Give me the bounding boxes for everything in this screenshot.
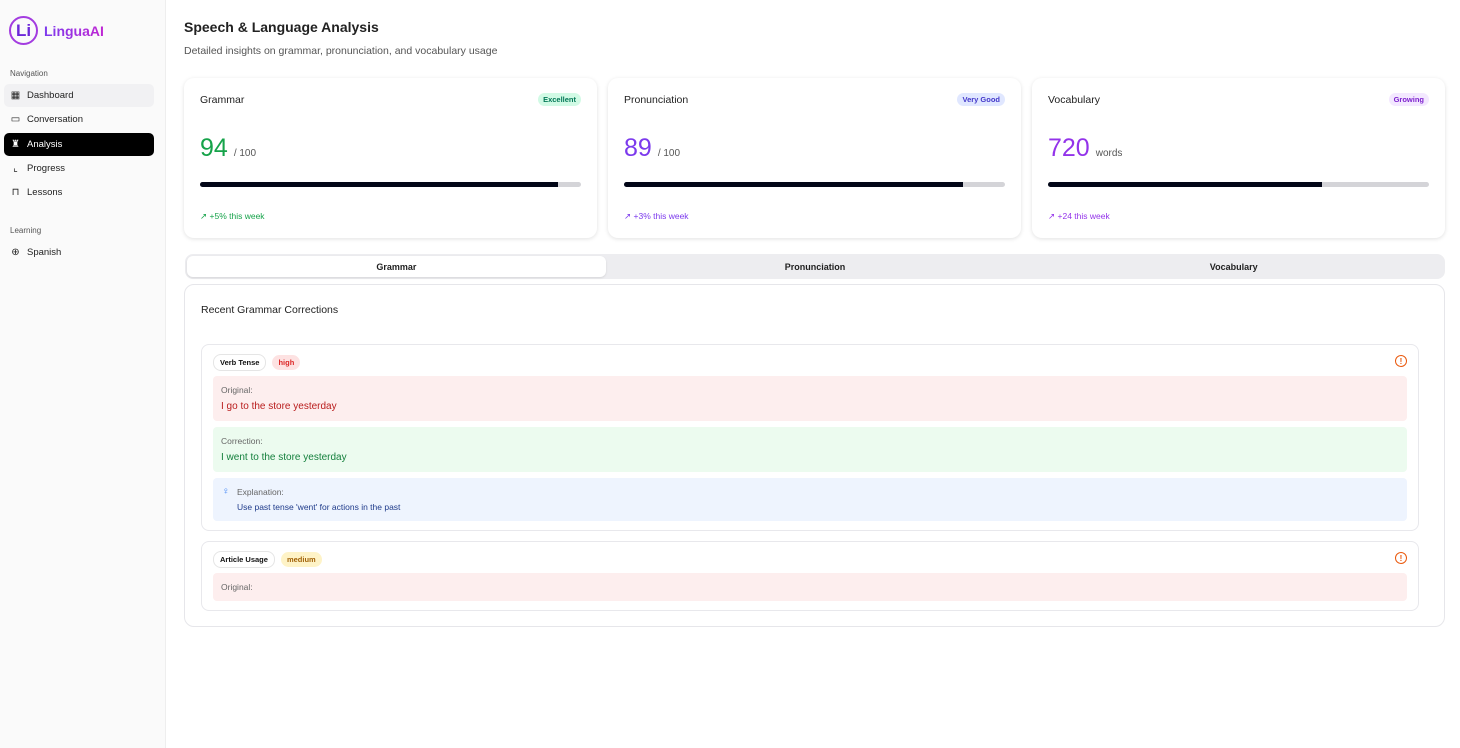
tab-grammar[interactable]: Grammar — [187, 256, 606, 277]
grammar-card: Grammar Excellent 94 / 100 ↗ +5% this wee… — [184, 78, 597, 238]
correction-text: I went to the store yesterday — [221, 452, 347, 463]
rating-badge: Very Good — [957, 93, 1005, 106]
sidebar-item-conversation[interactable]: ▭ Conversation — [4, 108, 154, 131]
trend: ↗ +24 this week — [1048, 211, 1110, 222]
label: Progress — [27, 163, 66, 174]
score: 94 / 100 — [200, 134, 256, 163]
pronunciation-card: Pronunciation Very Good 89 / 100 ↗ +3% th… — [608, 78, 1021, 238]
vocabulary-card: Vocabulary Growing 720 words ↗ +24 this w… — [1032, 78, 1445, 238]
explanation-label: Explanation: — [237, 487, 284, 497]
progress-fill — [1048, 182, 1323, 187]
correction-item: Verb Tense high ! Original: I go to the … — [201, 344, 1419, 531]
tab-pronunciation[interactable]: Pronunciation — [784, 261, 846, 272]
label: Dashboard — [27, 90, 74, 101]
rating-badge: Growing — [1388, 93, 1429, 106]
error-type-tag: Verb Tense — [213, 353, 267, 371]
score: 89 / 100 — [624, 134, 680, 163]
grammar-corrections-panel: Recent Grammar Corrections Verb Tense hi… — [184, 284, 1445, 627]
alert-icon: ! — [1395, 552, 1407, 564]
nav-heading: Navigation — [10, 69, 48, 78]
correction-box: Correction: I went to the store yesterda… — [213, 427, 1407, 472]
label: Spanish — [27, 247, 62, 258]
sidebar-item-progress[interactable]: ⌞ Progress — [4, 157, 154, 180]
trend-text: +5% this week — [209, 211, 265, 221]
brand-name: LinguaAI — [44, 22, 104, 39]
score-value: 720 — [1048, 134, 1090, 162]
trend-text: +24 this week — [1057, 211, 1110, 221]
sidebar: Li LinguaAI Navigation ▦ Dashboard ▭ Conve… — [0, 0, 166, 748]
progress-bar — [624, 182, 1005, 187]
original-text: I go to the store yesterday — [221, 401, 337, 412]
original-label: Original: — [221, 385, 253, 395]
severity-badge: medium — [280, 551, 322, 567]
analysis-tabs: Grammar Pronunciation Vocabulary — [185, 254, 1445, 279]
progress-bar — [1048, 182, 1429, 187]
logo-mark: Li — [9, 16, 38, 45]
score-unit: / 100 — [657, 148, 681, 159]
severity-badge: high — [272, 354, 301, 370]
explanation-box: ♀ Explanation: Use past tense 'went' for… — [213, 478, 1407, 521]
trophy-icon: ♜ — [11, 139, 20, 150]
globe-icon: ⊕ — [11, 247, 20, 258]
progress-fill — [624, 182, 964, 187]
trending-up-icon: ↗ — [624, 211, 632, 221]
original-box: Original: — [213, 573, 1407, 601]
trend-text: +3% this week — [633, 211, 689, 221]
learning-heading: Learning — [10, 226, 42, 235]
lightbulb-icon: ♀ — [222, 486, 230, 497]
sidebar-item-lessons[interactable]: ⊓ Lessons — [4, 181, 154, 204]
card-title: Pronunciation — [624, 94, 689, 106]
trending-up-icon: ↗ — [1048, 211, 1056, 221]
message-icon: ▭ — [10, 114, 21, 125]
alert-icon: ! — [1395, 355, 1407, 367]
trend: ↗ +3% this week — [624, 211, 689, 222]
sidebar-item-dashboard[interactable]: ▦ Dashboard — [4, 84, 154, 107]
explanation-text: Use past tense 'went' for actions in the… — [237, 502, 401, 512]
panel-title: Recent Grammar Corrections — [201, 304, 339, 316]
sidebar-item-spanish[interactable]: ⊕ Spanish — [4, 241, 154, 264]
trend: ↗ +5% this week — [200, 211, 265, 222]
trending-up-icon: ↗ — [200, 211, 208, 221]
tab-vocabulary[interactable]: Vocabulary — [1209, 261, 1258, 272]
score-unit: words — [1095, 148, 1123, 159]
progress-fill — [200, 182, 559, 187]
card-title: Vocabulary — [1048, 94, 1100, 106]
score: 720 words — [1048, 134, 1122, 163]
page-subtitle: Detailed insights on grammar, pronunciat… — [184, 45, 498, 57]
correction-item: Article Usage medium ! Original: — [201, 541, 1419, 611]
score-value: 94 — [200, 134, 228, 162]
page-title: Speech & Language Analysis — [184, 19, 379, 35]
score-unit: / 100 — [233, 148, 257, 159]
score-value: 89 — [624, 134, 652, 162]
logo[interactable]: Li LinguaAI — [9, 16, 104, 45]
grid-icon: ▦ — [10, 90, 21, 101]
error-type-tag: Article Usage — [213, 550, 275, 568]
rating-badge: Excellent — [538, 93, 581, 106]
original-box: Original: I go to the store yesterday — [213, 376, 1407, 421]
label: Conversation — [27, 114, 83, 125]
original-label: Original: — [221, 582, 253, 592]
book-icon: ⊓ — [11, 187, 20, 198]
label: Analysis — [27, 139, 63, 150]
correction-label: Correction: — [221, 436, 263, 446]
sidebar-item-analysis[interactable]: ♜ Analysis — [4, 133, 154, 156]
card-title: Grammar — [200, 94, 245, 106]
label: Lessons — [27, 187, 63, 198]
chart-icon: ⌞ — [13, 163, 18, 174]
progress-bar — [200, 182, 581, 187]
corrections-list[interactable]: Verb Tense high ! Original: I go to the … — [201, 344, 1419, 612]
